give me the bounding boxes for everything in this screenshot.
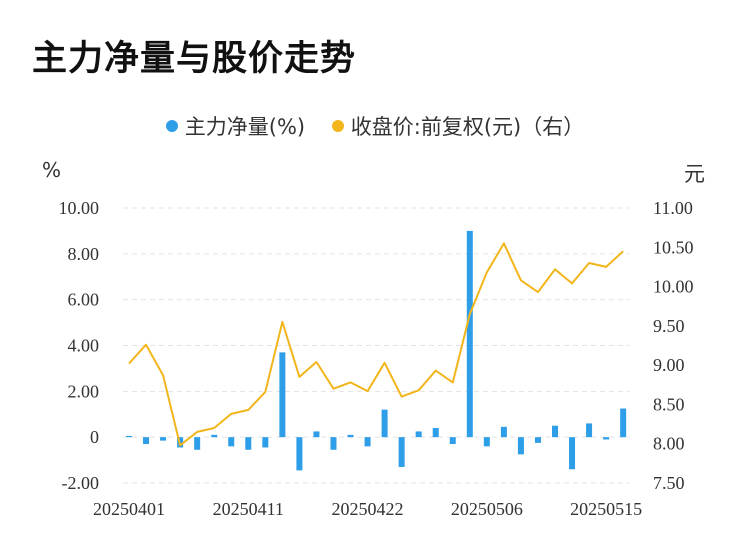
legend-label-net: 主力净量(%) — [184, 115, 306, 139]
price-legend-marker — [331, 120, 344, 132]
net-volume-bar — [381, 409, 388, 438]
net-volume-bar — [279, 352, 286, 438]
net-volume-bar — [586, 423, 593, 438]
net-volume-bar — [620, 408, 627, 438]
left-tick-label: 4.00 — [68, 336, 100, 356]
right-tick-label: 9.50 — [653, 316, 685, 336]
net-volume-bar — [364, 437, 371, 447]
net-volume-bar — [211, 434, 218, 438]
x-tick-label: 20250506 — [451, 499, 523, 519]
legend: 主力净量(%) 收盘价:前复权(元)（右） — [0, 111, 750, 141]
net-volume-bar — [603, 437, 610, 440]
net-volume-bar — [245, 437, 252, 450]
net-volume-bar — [296, 437, 303, 471]
left-tick-label: 10.00 — [59, 198, 100, 218]
net-volume-bar — [432, 428, 439, 438]
price-line — [128, 242, 624, 447]
net-volume-bar — [194, 437, 201, 450]
net-volume-bar — [517, 437, 524, 455]
x-tick-label: 20250422 — [332, 499, 404, 519]
x-tick-label: 20250515 — [570, 499, 642, 519]
legend-item-price[interactable]: 收盘价:前复权(元)（右） — [331, 111, 585, 141]
left-tick-label: 2.00 — [68, 381, 100, 401]
right-tick-label: 9.00 — [653, 355, 685, 375]
net-volume-bar — [160, 437, 167, 441]
left-axis-unit: % — [42, 158, 62, 182]
left-tick-label: -2.00 — [62, 473, 100, 493]
net-volume-bar — [143, 437, 150, 445]
net-volume-bar — [449, 437, 456, 445]
right-tick-label: 10.00 — [653, 277, 694, 297]
net-volume-bar — [534, 437, 541, 443]
net-volume-bar — [347, 434, 354, 438]
net-volume-bar — [415, 431, 422, 438]
net-volume-bar — [262, 437, 269, 448]
chart-title: 主力净量与股价走势 — [32, 39, 357, 79]
net-volume-bar — [466, 230, 473, 438]
net-volume-bar — [552, 425, 558, 438]
right-tick-label: 11.00 — [653, 198, 693, 218]
left-tick-label: 8.00 — [68, 244, 100, 264]
right-tick-label: 8.50 — [653, 394, 685, 414]
net-volume-bar — [228, 437, 235, 447]
net-volume-bar — [483, 437, 490, 447]
net-volume-bar — [313, 431, 320, 438]
net-volume-bar — [330, 437, 337, 450]
net-volume-bar — [569, 437, 576, 470]
legend-label-price: 收盘价:前复权(元)（右） — [350, 115, 585, 139]
net-volume-bar — [500, 426, 507, 438]
legend-item-net[interactable]: 主力净量(%) — [165, 111, 306, 141]
right-axis-unit: 元 — [684, 162, 705, 186]
left-tick-label: 6.00 — [68, 290, 100, 310]
net-volume-bar — [126, 436, 132, 438]
left-tick-label: 0 — [90, 427, 99, 447]
right-tick-label: 8.00 — [653, 434, 685, 454]
x-tick-label: 20250411 — [213, 499, 284, 519]
net-volume-bar — [398, 437, 405, 467]
right-tick-label: 7.50 — [653, 473, 685, 493]
x-tick-label: 20250401 — [93, 499, 165, 519]
net-legend-marker — [165, 120, 178, 132]
right-tick-label: 10.50 — [653, 237, 694, 257]
